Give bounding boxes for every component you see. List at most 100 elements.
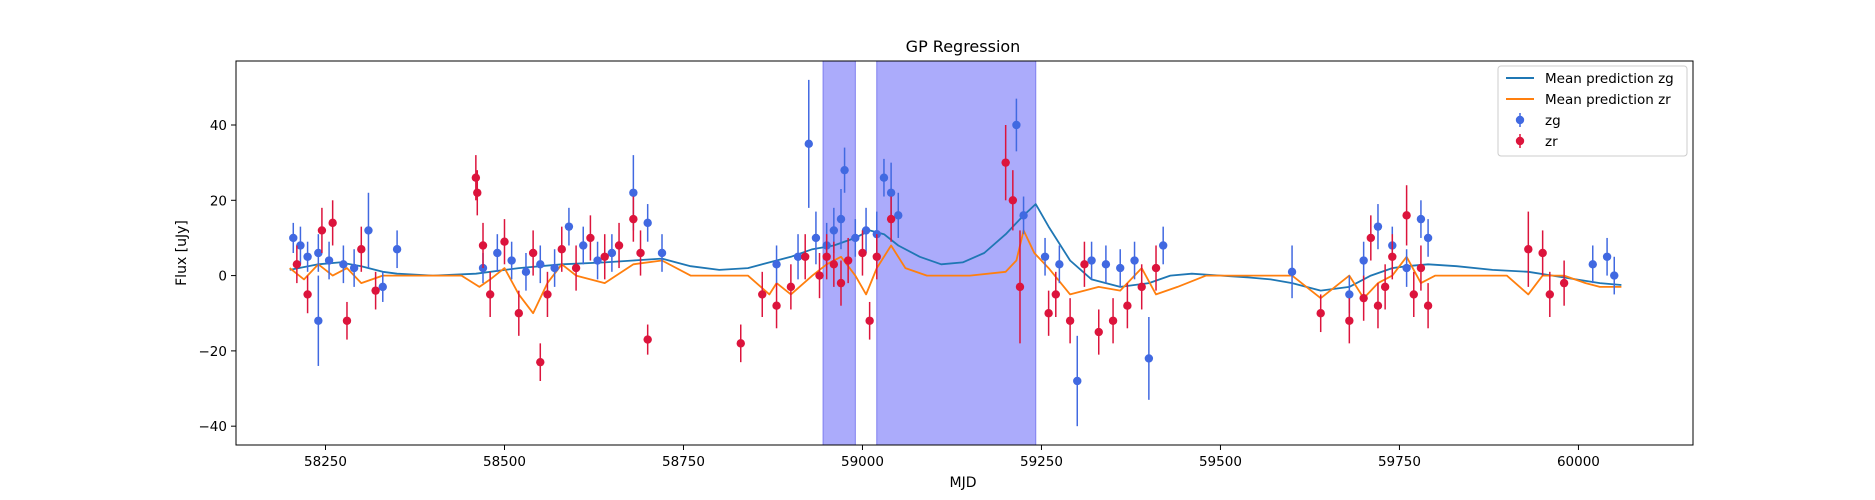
zr-marker	[1094, 327, 1103, 337]
zg-marker	[1116, 263, 1125, 273]
zg-marker	[392, 245, 402, 254]
zr-point	[1545, 271, 1555, 317]
zr-marker	[1044, 309, 1053, 318]
zr-marker	[786, 282, 796, 292]
legend-zg-marker	[1515, 113, 1525, 127]
zg-marker	[643, 218, 652, 228]
zr-marker	[528, 248, 538, 258]
zg-point	[1610, 256, 1619, 295]
zg-marker	[1610, 271, 1619, 280]
zr-marker	[371, 286, 380, 295]
zr-point	[543, 271, 552, 317]
plot-frame	[235, 60, 1694, 446]
zr-point	[303, 275, 312, 314]
zr-point	[1008, 170, 1018, 231]
zg-marker	[493, 248, 502, 258]
zr-point	[1380, 264, 1390, 310]
zg-marker	[607, 248, 617, 258]
zr-marker	[1545, 290, 1555, 299]
zr-marker	[600, 252, 609, 261]
zg-point	[894, 192, 903, 238]
zg-marker	[289, 233, 298, 243]
x-tick-label: 59250	[1020, 454, 1063, 470]
zr-marker	[571, 263, 581, 273]
zg-point	[550, 249, 559, 287]
zg-point	[579, 226, 588, 265]
zg-point	[493, 234, 502, 272]
zr-point	[1123, 283, 1132, 329]
zg-point	[793, 234, 803, 280]
x-tick-label: 60000	[1557, 454, 1600, 470]
zr-point	[614, 222, 624, 269]
zr-point	[1044, 290, 1053, 336]
y-tick-label: 0	[218, 269, 227, 285]
zg-point	[349, 249, 359, 287]
zg-point	[1073, 335, 1082, 427]
zg-point	[1019, 196, 1028, 235]
zr-point	[1015, 230, 1025, 344]
zg-marker	[378, 282, 387, 292]
zg-marker	[1402, 263, 1411, 273]
zg-point	[1373, 204, 1383, 250]
zr-marker	[317, 226, 327, 235]
zg-marker	[339, 260, 348, 269]
zg-point	[657, 234, 667, 272]
zg-point	[772, 245, 781, 284]
zr-marker	[536, 357, 545, 367]
zr-point	[858, 230, 867, 276]
zg-point	[811, 211, 821, 265]
zg-point	[1012, 98, 1021, 152]
zr-point	[485, 271, 495, 317]
zr-marker	[865, 316, 874, 325]
zg-marker	[349, 263, 359, 273]
zg-marker	[811, 233, 821, 243]
zg-point	[1101, 245, 1111, 284]
zr-marker	[736, 339, 745, 348]
zg-point	[314, 234, 323, 272]
zr-point	[886, 196, 896, 242]
zg-point	[392, 230, 402, 269]
zr-point	[500, 219, 509, 265]
zr-marker	[557, 245, 566, 254]
zr-marker	[1366, 233, 1376, 243]
zg-marker	[1602, 252, 1612, 261]
zr-marker	[473, 188, 482, 197]
y-tick-label: −20	[199, 344, 228, 360]
zg-marker	[629, 188, 638, 197]
zr-marker	[815, 271, 824, 280]
zg-marker	[1588, 260, 1597, 269]
legend: Mean prediction zg Mean prediction zr zg…	[1497, 65, 1688, 157]
zg-point	[339, 245, 348, 284]
zr-marker	[586, 233, 595, 243]
zr-marker	[1345, 316, 1354, 325]
zr-marker	[886, 214, 896, 224]
zg-point	[879, 158, 889, 197]
zg-point	[1116, 249, 1125, 287]
zr-marker	[478, 241, 488, 250]
zr-marker	[357, 245, 366, 254]
zg-marker	[840, 165, 849, 175]
zr-marker	[843, 256, 853, 265]
zr-point	[1373, 283, 1383, 329]
zg-point	[364, 192, 373, 269]
zg-point	[324, 241, 334, 280]
zg-marker	[851, 233, 860, 243]
zg-marker	[1416, 214, 1426, 224]
zg-marker	[1144, 354, 1154, 363]
zg-point	[1055, 245, 1064, 284]
zg-marker	[1287, 267, 1297, 277]
zr-marker	[543, 290, 552, 299]
zr-marker	[292, 260, 302, 269]
zg-point	[1144, 317, 1154, 400]
zr-point	[1402, 185, 1411, 246]
zg-point	[314, 275, 323, 366]
zr-point	[1388, 234, 1397, 280]
zg-point	[861, 207, 871, 253]
zr-point	[371, 271, 380, 310]
zr-point	[836, 260, 846, 306]
zr-marker	[342, 316, 352, 325]
zg-point	[593, 241, 602, 280]
zr-marker	[636, 248, 645, 258]
zr-marker	[514, 309, 524, 318]
